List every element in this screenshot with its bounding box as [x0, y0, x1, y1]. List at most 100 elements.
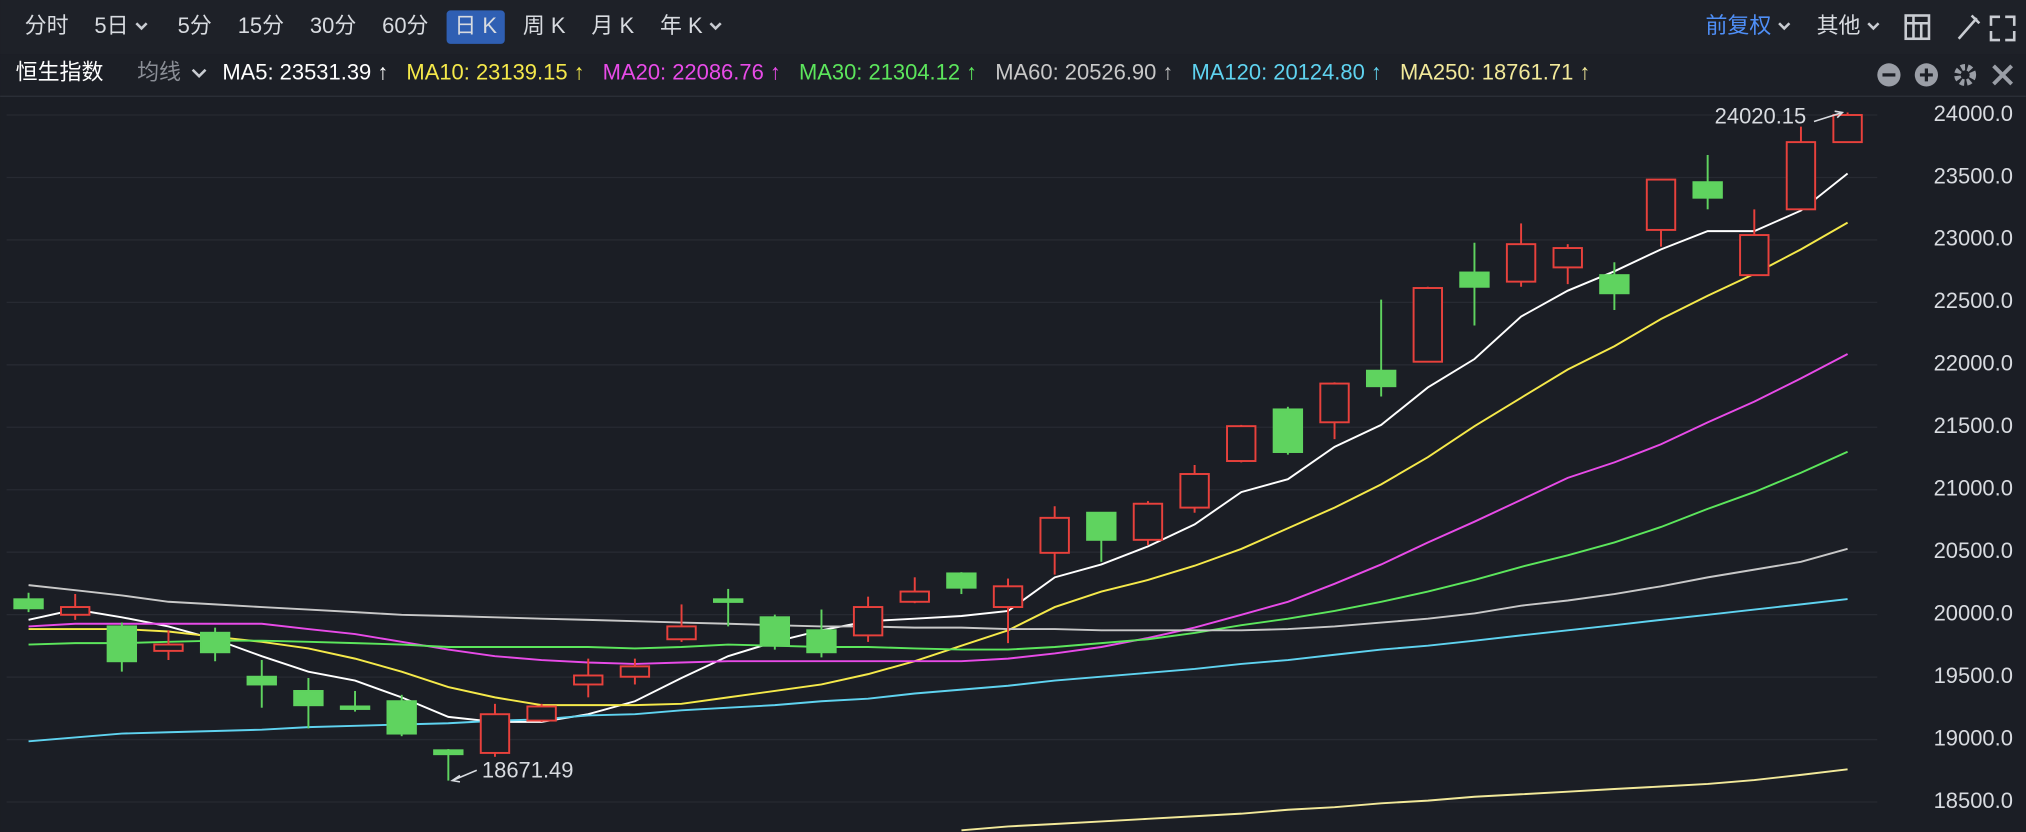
period-tab[interactable]: 5分 — [178, 13, 212, 38]
candle-body — [1086, 511, 1117, 541]
adjust-select[interactable]: 前复权 — [1705, 13, 1771, 38]
candle-body — [666, 625, 697, 641]
period-tab[interactable]: 年 K — [660, 13, 703, 38]
candle-body — [1179, 473, 1210, 509]
candle-body — [806, 629, 837, 654]
candle-body — [1599, 274, 1630, 295]
period-tab[interactable]: 15分 — [238, 13, 284, 38]
candle-body — [1039, 516, 1070, 554]
candle-body — [1739, 234, 1770, 277]
min-annotation: 18671.49 — [482, 757, 574, 782]
legend: MA5: 23531.39 ↑ MA10: 23139.15 ↑ MA20: 220… — [222, 59, 1590, 84]
candle-body — [13, 598, 44, 610]
selected-tab-bg — [446, 10, 505, 44]
ma-line — [28, 598, 1848, 743]
candle-body — [153, 643, 184, 652]
more-chevron — [1867, 22, 1880, 31]
candle-body — [946, 572, 977, 589]
legend-entry: MA250: 18761.71 ↑ — [1400, 59, 1590, 84]
plus-icon — [1919, 68, 1933, 82]
period-tab[interactable]: 30分 — [310, 13, 356, 38]
adjust-chevron — [1778, 22, 1791, 31]
toolbar-bg — [0, 0, 2026, 55]
toolbar: 分时 5日 5分 15分 30分 60分 日 K 周 K 月 K 年 K 前复权 其他 — [25, 10, 1880, 44]
legend-entry: MA20: 22086.76 ↑ — [603, 59, 781, 84]
legend-entry: MA60: 20526.90 ↑ — [995, 59, 1173, 84]
candle-body — [293, 690, 324, 707]
period-tab[interactable]: 分时 — [25, 13, 69, 38]
plot-clip-group — [13, 112, 1863, 832]
min-arrow — [450, 769, 478, 783]
y-tick-label: 22000.0 — [1934, 351, 2013, 376]
indicator-select[interactable]: 均线 — [137, 59, 181, 84]
candle-body — [433, 749, 464, 756]
candle-body — [992, 585, 1024, 609]
period-tab[interactable]: 月 K — [591, 13, 634, 38]
candle-body — [199, 631, 231, 654]
y-tick-label: 20000.0 — [1934, 600, 2013, 625]
tab-chevron — [709, 22, 722, 31]
layout-button[interactable] — [1904, 14, 1931, 41]
max-annotation: 24020.15 — [1715, 103, 1807, 128]
candle-body — [1552, 247, 1583, 269]
ma-line — [28, 450, 1848, 651]
layout-icon — [1905, 15, 1929, 39]
y-tick-label: 21500.0 — [1934, 413, 2013, 438]
candle-body — [1226, 425, 1257, 462]
legend-bg — [0, 54, 2026, 96]
candle-body — [573, 674, 604, 686]
more-select[interactable]: 其他 — [1817, 13, 1861, 38]
candle-body — [619, 665, 651, 678]
y-tick-label: 22500.0 — [1934, 288, 2013, 313]
candle-body — [1459, 271, 1490, 288]
candle-body — [1505, 243, 1537, 283]
candle-body — [1785, 141, 1817, 211]
max-arrow — [1813, 110, 1845, 123]
y-tick-label: 18500.0 — [1934, 788, 2013, 813]
tab-chevron — [135, 22, 148, 31]
symbol-name: 恒生指数 — [16, 59, 104, 84]
period-tab[interactable]: 周 K — [523, 13, 566, 38]
plot-area: 24000.0 23500.0 23000.0 22500.0 22000.0 21500… — [6, 101, 2013, 832]
indicator-chevron — [191, 68, 207, 79]
period-tab[interactable]: 5日 — [94, 13, 128, 38]
close-button[interactable] — [1992, 64, 2014, 86]
ma-line — [28, 221, 1849, 707]
candle-body — [339, 705, 371, 710]
candle-body — [479, 713, 511, 754]
settings-button[interactable] — [1954, 63, 1977, 86]
candle-body — [1692, 181, 1723, 199]
candle-body — [1272, 408, 1304, 453]
y-tick-label: 23500.0 — [1934, 163, 2013, 188]
legend-entry: MA30: 21304.12 ↑ — [799, 59, 977, 84]
candle-body — [712, 598, 744, 603]
legend-entry: MA120: 20124.80 ↑ — [1192, 59, 1382, 84]
ma-line — [28, 547, 1848, 632]
candle-body — [899, 590, 930, 603]
candle-body — [106, 625, 138, 663]
candle-body — [1365, 369, 1397, 388]
period-tab[interactable]: 日 K — [454, 13, 497, 38]
fullscreen-button[interactable] — [1989, 15, 2016, 42]
legend-entry: MA5: 23531.39 ↑ — [222, 59, 388, 84]
candle-body — [1132, 502, 1164, 541]
y-tick-label: 23000.0 — [1934, 226, 2013, 251]
candle-body — [852, 606, 884, 637]
period-tab[interactable]: 60分 — [382, 13, 428, 38]
y-tick-label: 24000.0 — [1934, 101, 2013, 126]
ma-line — [28, 172, 1849, 723]
candle-body — [246, 675, 277, 686]
candle-body — [60, 606, 91, 616]
candle-body — [1645, 178, 1677, 231]
candle-body — [1832, 114, 1863, 144]
candle-body — [759, 616, 791, 647]
candle-body — [1412, 287, 1443, 363]
y-tick-label: 21000.0 — [1934, 476, 2013, 501]
y-tick-label: 20500.0 — [1934, 538, 2013, 563]
draw-button[interactable] — [1957, 14, 1981, 40]
y-tick-label: 19500.0 — [1934, 663, 2013, 688]
candle-body — [386, 700, 417, 735]
candle-body — [526, 705, 557, 722]
